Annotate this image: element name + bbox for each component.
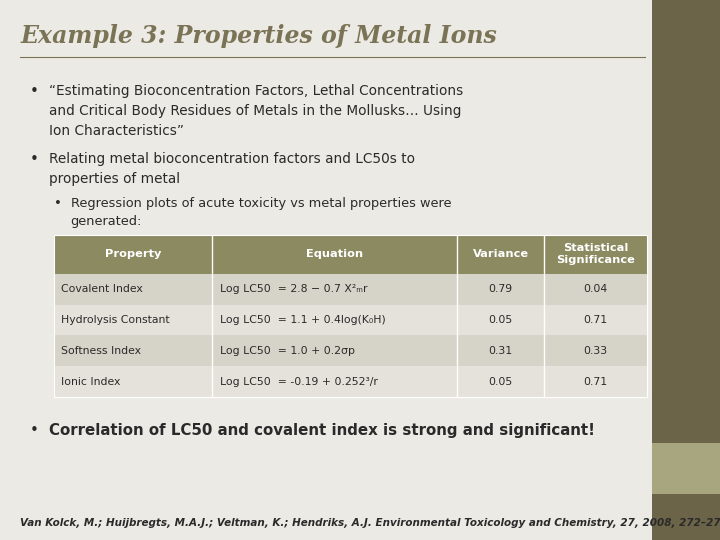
Text: “Estimating Bioconcentration Factors, Lethal Concentrations: “Estimating Bioconcentration Factors, Le… <box>49 84 463 98</box>
Text: •: • <box>54 197 62 210</box>
Bar <box>54 235 647 274</box>
Text: Variance: Variance <box>473 249 528 259</box>
Text: Softness Index: Softness Index <box>61 346 141 356</box>
Text: Example 3: Properties of Metal Ions: Example 3: Properties of Metal Ions <box>20 24 497 48</box>
Text: 0.04: 0.04 <box>583 284 608 294</box>
Text: •: • <box>30 84 39 99</box>
Text: Statistical
Significance: Statistical Significance <box>556 244 635 265</box>
Text: 0.31: 0.31 <box>489 346 513 356</box>
Text: 0.71: 0.71 <box>583 315 608 325</box>
Bar <box>54 274 647 305</box>
Text: Ionic Index: Ionic Index <box>61 376 120 387</box>
Text: Log LC50  = 2.8 − 0.7 X²ₘr: Log LC50 = 2.8 − 0.7 X²ₘr <box>220 284 367 294</box>
Text: Property: Property <box>105 249 161 259</box>
Text: Correlation of LC50 and covalent index is strong and significant!: Correlation of LC50 and covalent index i… <box>49 423 595 438</box>
Text: Relating metal bioconcentration factors and LC50s to: Relating metal bioconcentration factors … <box>49 152 415 166</box>
Text: 0.79: 0.79 <box>489 284 513 294</box>
Text: •: • <box>30 423 39 438</box>
Text: Log LC50  = 1.0 + 0.2σp: Log LC50 = 1.0 + 0.2σp <box>220 346 355 356</box>
Text: Ion Characteristics”: Ion Characteristics” <box>49 124 184 138</box>
Text: and Critical Body Residues of Metals in the Mollusks… Using: and Critical Body Residues of Metals in … <box>49 104 462 118</box>
Text: Equation: Equation <box>306 249 364 259</box>
Text: 0.71: 0.71 <box>583 376 608 387</box>
Bar <box>54 366 647 397</box>
Text: properties of metal: properties of metal <box>49 172 180 186</box>
Text: 0.33: 0.33 <box>583 346 608 356</box>
Text: Covalent Index: Covalent Index <box>61 284 143 294</box>
Bar <box>652 0 720 443</box>
Text: 0.05: 0.05 <box>489 376 513 387</box>
Text: Log LC50  = 1.1 + 0.4log(K₀H): Log LC50 = 1.1 + 0.4log(K₀H) <box>220 315 385 325</box>
Text: •: • <box>30 152 39 167</box>
Bar <box>652 443 720 494</box>
Bar <box>54 235 647 397</box>
Text: Van Kolck, M.; Huijbregts, M.A.J.; Veltman, K.; Hendriks, A.J. Environmental Tox: Van Kolck, M.; Huijbregts, M.A.J.; Veltm… <box>20 518 720 528</box>
Text: Regression plots of acute toxicity vs metal properties were: Regression plots of acute toxicity vs me… <box>71 197 451 210</box>
Bar <box>54 335 647 366</box>
Text: 0.05: 0.05 <box>489 315 513 325</box>
Text: Hydrolysis Constant: Hydrolysis Constant <box>61 315 170 325</box>
Bar <box>54 305 647 335</box>
Text: generated:: generated: <box>71 215 142 228</box>
Text: Log LC50  = -0.19 + 0.252³/r: Log LC50 = -0.19 + 0.252³/r <box>220 376 377 387</box>
Bar <box>652 494 720 540</box>
